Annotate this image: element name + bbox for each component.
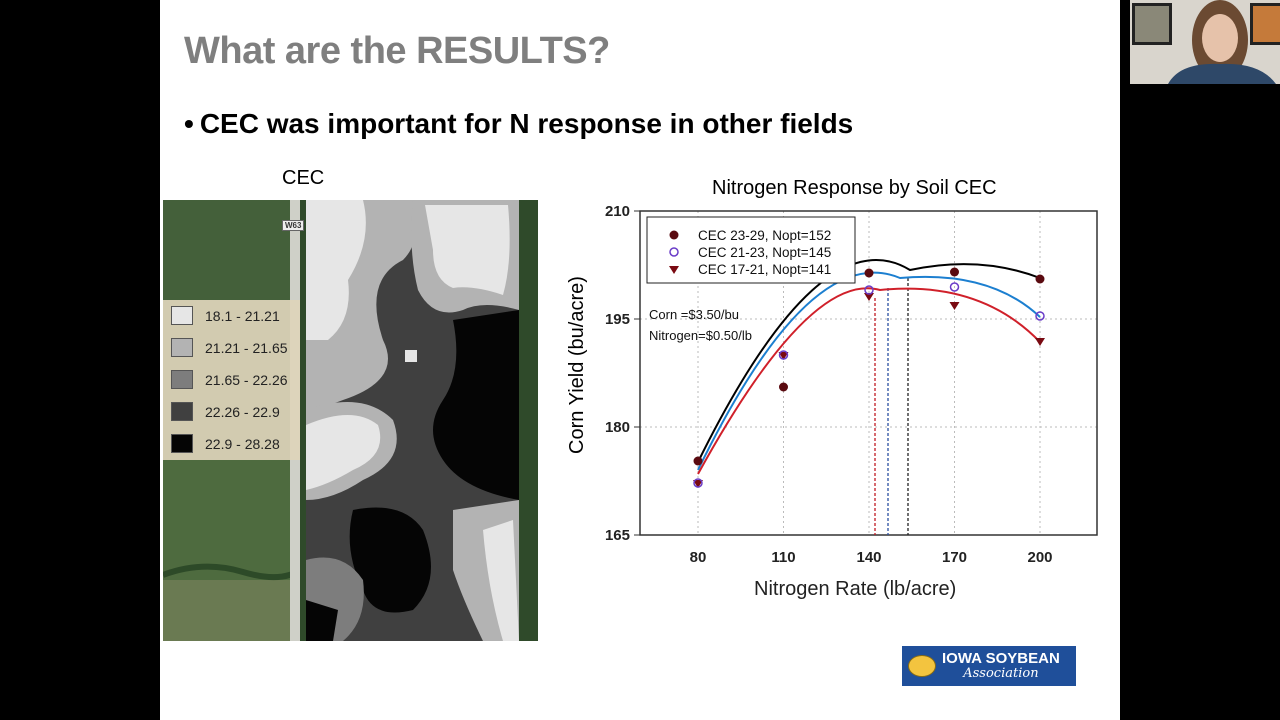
road-sign: W63 (282, 220, 305, 231)
legend-label: 22.9 - 28.28 (205, 435, 280, 452)
chart-legend: CEC 23-29, Nopt=152 CEC 21-23, Nopt=145 … (646, 216, 856, 284)
fit-curve-cec-23-29 (697, 259, 1041, 463)
svg-text:Nitrogen=$0.50/lb: Nitrogen=$0.50/lb (649, 328, 752, 343)
slide-title: What are the RESULTS? (184, 30, 610, 72)
cec-map-image (163, 200, 538, 641)
legend-swatch (171, 402, 193, 421)
presenter-webcam (1130, 0, 1280, 84)
legend-swatch (171, 370, 193, 389)
map-legend-item: 22.9 - 28.28 (171, 434, 280, 453)
map-label: CEC (282, 167, 325, 189)
legend-swatch (171, 434, 193, 453)
map-legend-item: 18.1 - 21.21 (171, 306, 280, 325)
svg-text:CEC 21-23, Nopt=145: CEC 21-23, Nopt=145 (698, 245, 831, 260)
bullet-icon: • (184, 108, 194, 139)
fit-curve-cec-21-23 (697, 271, 1041, 471)
svg-text:180: 180 (605, 419, 630, 436)
svg-text:140: 140 (856, 549, 881, 566)
series-cec-23-29-points (693, 267, 1045, 466)
chart-title: Nitrogen Response by Soil CEC (712, 177, 997, 199)
svg-text:CEC 17-21, Nopt=141: CEC 17-21, Nopt=141 (698, 262, 831, 277)
nitrogen-response-chart: 210 195 180 165 80 110 140 170 200 (605, 203, 1098, 566)
map-legend-item: 21.21 - 21.65 (171, 338, 288, 357)
svg-text:165: 165 (605, 527, 630, 544)
y-tick-labels: 210 195 180 165 (605, 203, 630, 544)
bullet-point: • CEC was important for N response in oth… (184, 108, 853, 140)
svg-text:195: 195 (605, 311, 630, 328)
svg-text:CEC 23-29, Nopt=152: CEC 23-29, Nopt=152 (698, 228, 831, 243)
soybean-icon (908, 655, 936, 677)
svg-text:Corn =$3.50/bu: Corn =$3.50/bu (649, 307, 739, 322)
bullet-text: CEC was important for N response in othe… (199, 108, 854, 139)
y-ticks (634, 210, 640, 536)
svg-text:210: 210 (605, 203, 630, 220)
map-legend-item: 21.65 - 22.26 (171, 370, 288, 389)
x-axis-label: Nitrogen Rate (lb/acre) (754, 578, 957, 600)
svg-text:80: 80 (690, 549, 707, 566)
legend-swatch (171, 338, 193, 357)
price-annotation: Corn =$3.50/bu Nitrogen=$0.50/lb (649, 307, 752, 343)
map-legend: 18.1 - 21.21 21.21 - 21.65 21.65 - 22.26… (163, 300, 300, 460)
map-legend-item: 22.26 - 22.9 (171, 402, 280, 421)
svg-text:110: 110 (771, 549, 795, 566)
svg-text:200: 200 (1027, 549, 1052, 566)
legend-label: 21.21 - 21.65 (205, 339, 288, 356)
svg-text:170: 170 (942, 549, 967, 566)
legend-label: 22.26 - 22.9 (205, 403, 280, 420)
series-cec-17-21-points (693, 293, 1045, 488)
cec-map: W63 18.1 - 21.21 21.21 - 21.65 21.65 - 2… (163, 200, 538, 641)
series-cec-21-23-points (693, 282, 1045, 488)
iowa-soybean-logo: IOWA SOYBEAN Association (902, 646, 1076, 686)
legend-label: 21.65 - 22.26 (205, 371, 288, 388)
legend-swatch (171, 306, 193, 325)
slide: What are the RESULTS? • CEC was important… (160, 0, 1120, 720)
x-tick-labels: 80 110 140 170 200 (690, 549, 1053, 566)
legend-label: 18.1 - 21.21 (205, 307, 280, 324)
